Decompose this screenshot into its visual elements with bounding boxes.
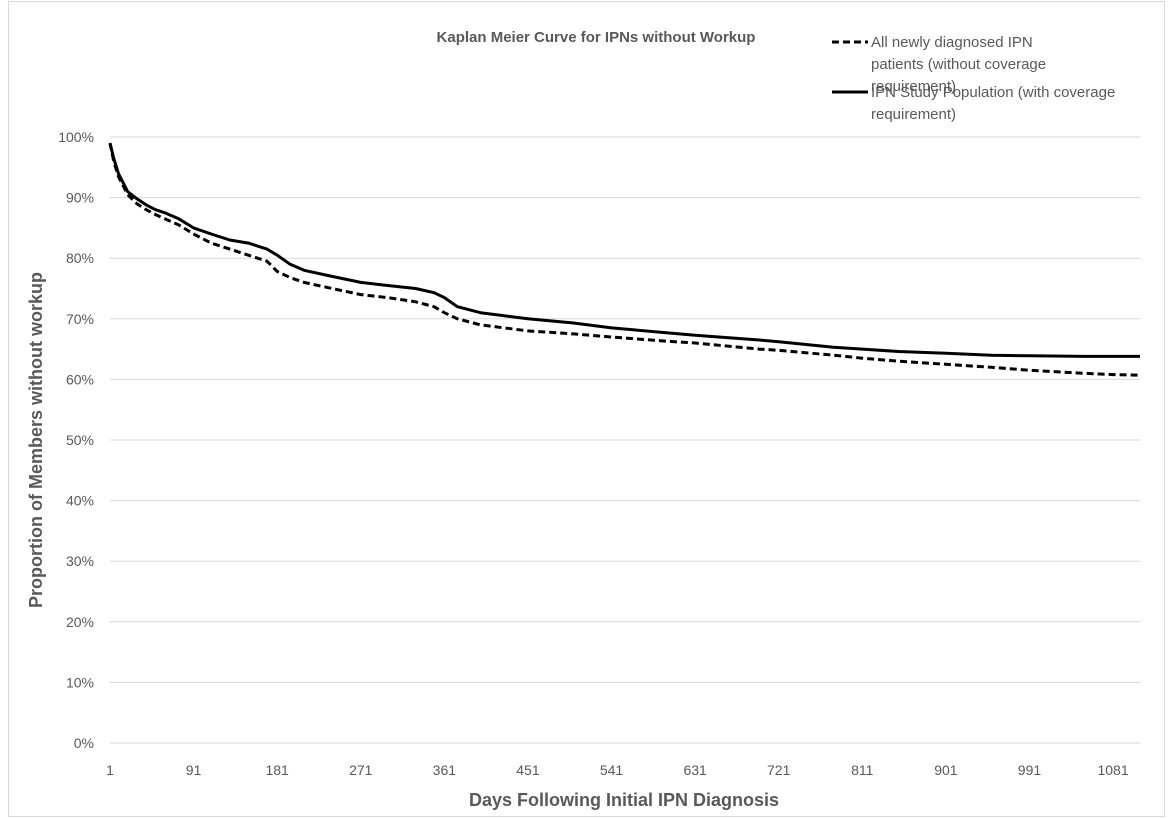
x-axis-title: Days Following Initial IPN Diagnosis [469,790,779,810]
legend-label-all-patients: All newly diagnosed IPN patients (without… [871,34,1046,95]
x-tick-label: 181 [265,762,289,778]
x-tick-label: 901 [934,762,958,778]
x-tick-label: 811 [851,762,874,778]
x-tick-label: 541 [600,762,624,778]
y-tick-label: 10% [66,674,94,690]
y-tick-labels: 0% 10% 20% 30% 40% 50% 60% 70% 80% 90% 100% [58,129,94,751]
x-tick-labels: 1 91 181 271 361 451 541 631 721 811 901 991 1081 [106,762,1129,778]
x-tick-label: 1081 [1097,762,1128,778]
y-tick-label: 30% [66,553,94,569]
y-tick-label: 0% [74,735,94,751]
x-tick-label: 271 [349,762,373,778]
y-tick-label: 60% [66,371,94,387]
y-axis-title: Proportion of Members without workup [26,272,46,608]
y-tick-label: 70% [66,311,94,327]
series-line-all-patients [108,142,1141,377]
x-tick-label: 1 [106,762,114,778]
y-tick-label: 50% [66,432,94,448]
x-tick-label: 361 [433,762,457,778]
series-line-study-population [108,142,1140,358]
x-tick-label: 721 [767,762,791,778]
y-tick-label: 100% [58,129,94,145]
x-tick-label: 91 [186,762,202,778]
x-tick-label: 451 [516,762,540,778]
y-tick-label: 40% [66,493,94,509]
gridlines [110,136,1140,744]
chart-title: Kaplan Meier Curve for IPNs without Work… [437,29,756,46]
legend-label-study-population: IPN Study Population (with coverage requi… [871,84,1115,123]
y-tick-label: 20% [66,614,94,630]
x-tick-label: 631 [683,762,707,778]
y-tick-label: 80% [66,250,94,266]
legend: All newly diagnosed IPN patients (without… [832,34,1115,123]
series-lines [108,142,1141,377]
y-tick-label: 90% [66,190,94,206]
x-tick-label: 991 [1018,762,1042,778]
